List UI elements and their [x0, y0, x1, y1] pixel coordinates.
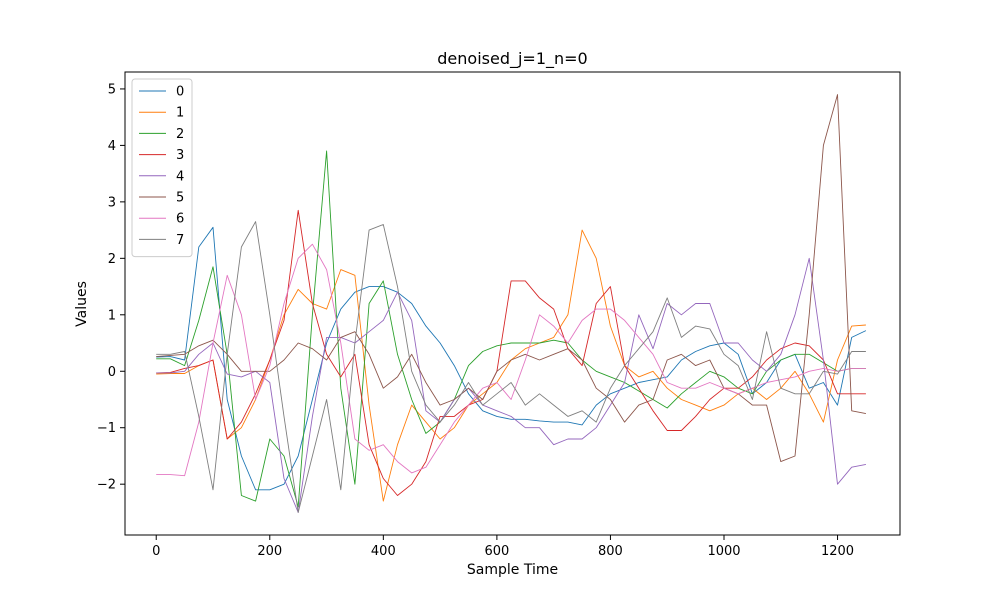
y-axis-label: Values — [74, 281, 90, 327]
y-tick-label: −1 — [97, 421, 116, 436]
x-tick-label: 200 — [257, 544, 282, 559]
x-axis-label: Sample Time — [467, 562, 558, 578]
legend-label-7: 7 — [176, 233, 184, 248]
x-tick-label: 0 — [152, 544, 160, 559]
y-tick-label: −2 — [97, 478, 116, 493]
x-tick-label: 600 — [484, 544, 509, 559]
plot-lines — [156, 94, 867, 513]
x-axis: 0 200 400 600 800 1000 1200 — [152, 535, 854, 559]
y-tick-label: 2 — [108, 252, 116, 267]
legend: 0 1 2 3 4 5 6 7 — [131, 78, 193, 258]
x-tick-label: 1000 — [707, 544, 740, 559]
x-tick-label: 400 — [371, 544, 396, 559]
legend-label-4: 4 — [176, 169, 184, 184]
legend-label-6: 6 — [176, 212, 184, 227]
axes-frame — [124, 71, 901, 536]
series-line-5 — [156, 94, 866, 463]
y-axis: −2 −1 0 1 2 3 4 5 — [97, 82, 125, 493]
legend-label-0: 0 — [176, 85, 184, 100]
y-tick-label: 0 — [108, 365, 116, 380]
series-line-7 — [156, 221, 866, 513]
series-line-6 — [156, 243, 866, 477]
series-line-2 — [156, 150, 866, 508]
y-tick-label: 4 — [108, 139, 116, 154]
series-line-3 — [156, 209, 866, 496]
legend-label-5: 5 — [176, 191, 184, 206]
x-tick-label: 800 — [598, 544, 623, 559]
legend-label-1: 1 — [176, 106, 184, 121]
series-line-4 — [156, 257, 866, 513]
chart-title: denoised_j=1_n=0 — [437, 49, 587, 69]
x-tick-label: 1200 — [821, 544, 854, 559]
legend-label-2: 2 — [176, 127, 184, 142]
legend-box — [131, 78, 193, 258]
y-tick-label: 1 — [108, 308, 116, 323]
y-tick-label: 3 — [108, 195, 116, 210]
legend-label-3: 3 — [176, 148, 184, 163]
y-tick-label: 5 — [108, 82, 116, 97]
